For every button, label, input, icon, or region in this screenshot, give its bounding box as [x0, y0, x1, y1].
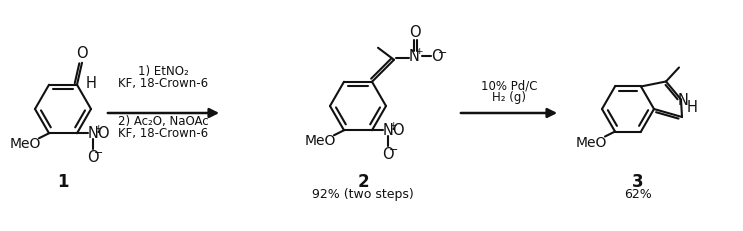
- Text: O: O: [77, 46, 88, 61]
- Text: MeO: MeO: [575, 135, 607, 149]
- Text: O: O: [97, 125, 108, 140]
- Text: N: N: [88, 125, 98, 140]
- Text: +: +: [94, 123, 102, 132]
- Text: MeO: MeO: [10, 137, 41, 151]
- Text: 3: 3: [632, 172, 644, 190]
- Text: +: +: [389, 120, 397, 129]
- Text: 2) Ac₂O, NaOAc: 2) Ac₂O, NaOAc: [117, 115, 208, 128]
- Text: 92% (two steps): 92% (two steps): [312, 188, 414, 201]
- Text: 1: 1: [57, 172, 69, 190]
- Text: H₂ (g): H₂ (g): [492, 91, 526, 104]
- Text: 1) EtNO₂: 1) EtNO₂: [137, 65, 189, 78]
- Text: 62%: 62%: [624, 188, 652, 201]
- Text: O: O: [87, 149, 99, 164]
- Text: O: O: [382, 146, 394, 161]
- Text: −: −: [438, 48, 448, 58]
- Text: H: H: [85, 76, 97, 91]
- Text: KF, 18-Crown-6: KF, 18-Crown-6: [118, 76, 208, 89]
- Text: −: −: [389, 145, 399, 155]
- Text: O: O: [409, 25, 421, 40]
- Text: ·: ·: [391, 122, 395, 137]
- Text: ·: ·: [96, 125, 100, 140]
- Text: O: O: [392, 122, 403, 137]
- Text: −: −: [94, 148, 104, 158]
- Text: KF, 18-Crown-6: KF, 18-Crown-6: [118, 126, 208, 139]
- Text: MeO: MeO: [305, 134, 336, 148]
- Text: O: O: [431, 49, 443, 64]
- Text: 2: 2: [357, 172, 369, 190]
- Text: N: N: [678, 93, 689, 107]
- Text: N: N: [383, 122, 394, 137]
- Text: N: N: [409, 49, 420, 64]
- Text: +: +: [415, 47, 423, 56]
- Text: 10% Pd/C: 10% Pd/C: [481, 79, 537, 92]
- Text: H: H: [687, 100, 698, 115]
